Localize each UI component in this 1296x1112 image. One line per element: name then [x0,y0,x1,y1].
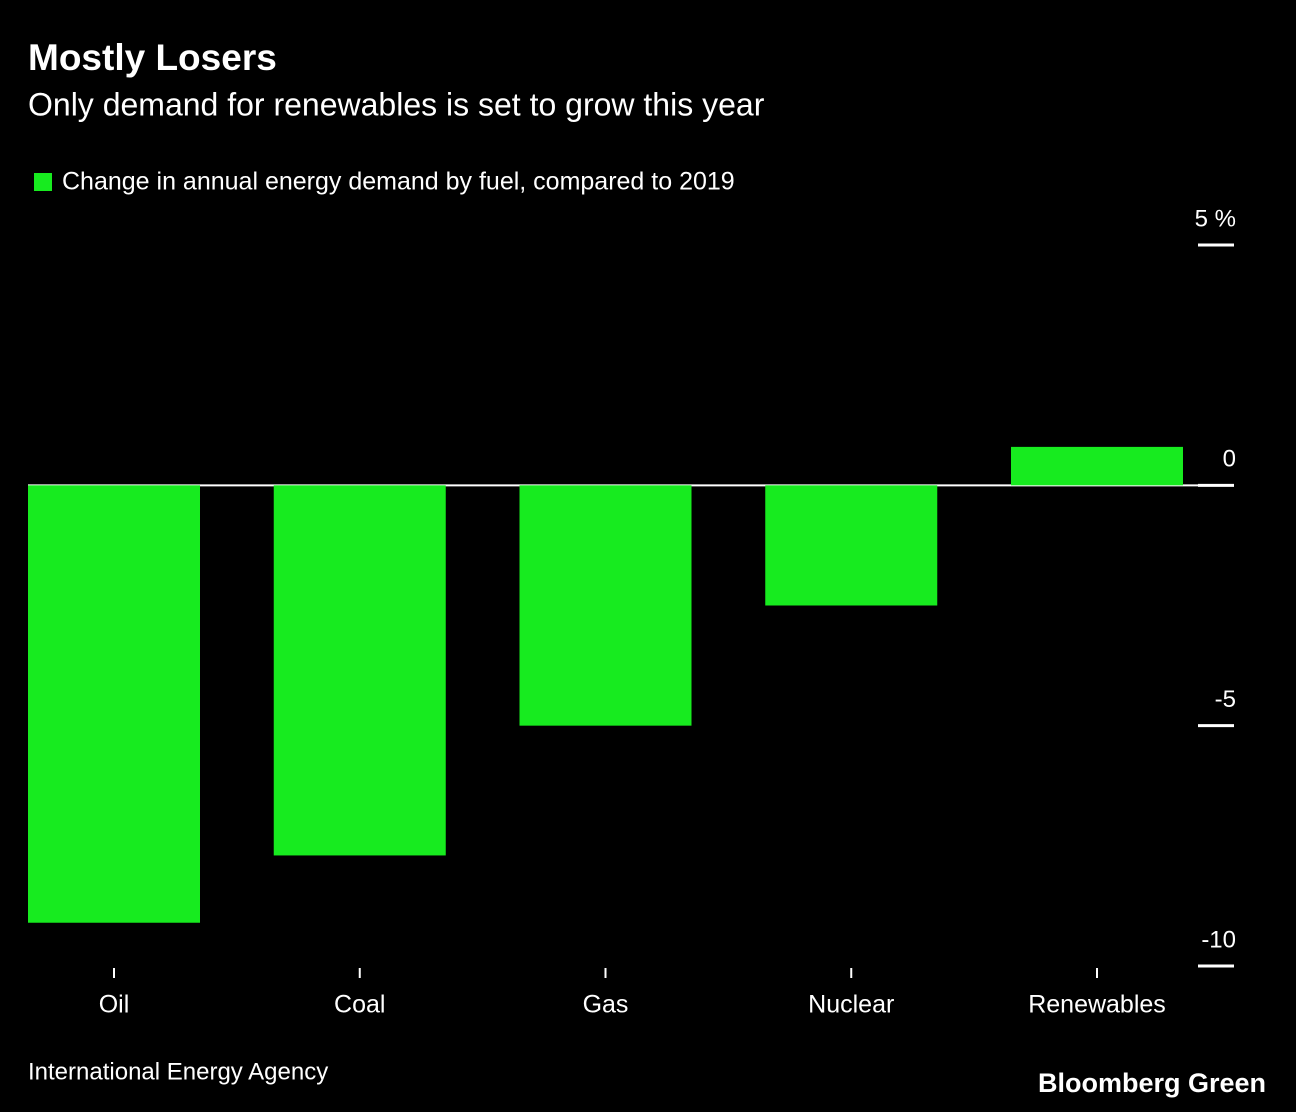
legend-label: Change in annual energy demand by fuel, … [62,168,735,196]
bar [765,485,938,606]
legend-swatch [34,173,52,191]
y-tick-label: -5 [1215,686,1236,713]
x-tick-label: Gas [583,991,629,1019]
bar [28,485,200,923]
chart-subtitle: Only demand for renewables is set to gro… [28,86,765,122]
chart-title: Mostly Losers [28,37,277,78]
brand: Bloomberg Green [1038,1068,1266,1098]
x-tick-label: Oil [99,991,130,1019]
source: International Energy Agency [28,1058,328,1085]
bar [519,485,692,726]
bar [273,485,446,856]
y-tick-label: 0 [1223,446,1236,473]
x-tick-label: Coal [334,991,385,1019]
y-tick-label: 5 % [1195,205,1236,232]
y-tick-label: -10 [1201,926,1236,953]
x-tick-label: Nuclear [808,991,894,1019]
x-tick-label: Renewables [1028,991,1166,1019]
bar [1011,446,1183,486]
